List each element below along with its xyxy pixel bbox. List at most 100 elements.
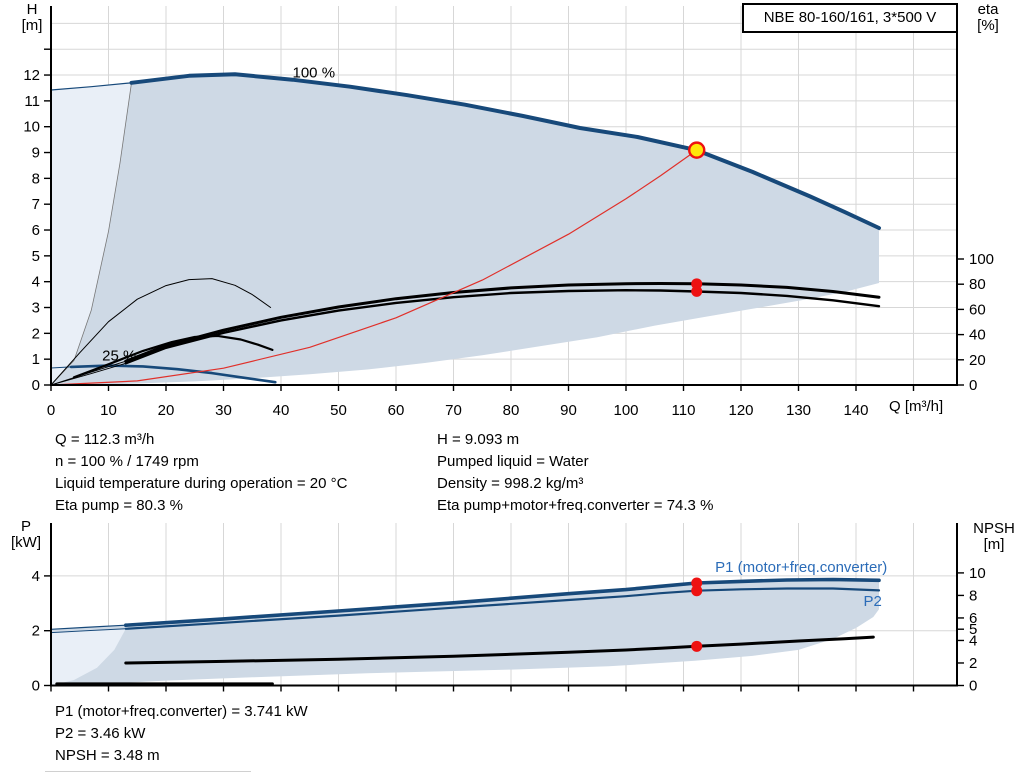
duty-info-left: Q = 112.3 m³/h n = 100 % / 1749 rpm Liqu… <box>55 429 347 517</box>
left-tick-label: 11 <box>24 93 40 110</box>
right-tick-label: 5 <box>969 621 977 638</box>
h-axis-label-line2: [m] <box>21 17 43 34</box>
left-tick-label: 9 <box>32 145 40 162</box>
low-flow-region <box>51 82 132 386</box>
eta-lead-1 <box>50 360 127 386</box>
x-tick-label: 60 <box>388 402 405 419</box>
info-p2: P2 = 3.46 kW <box>55 725 146 742</box>
operating-envelope <box>51 74 879 386</box>
p2-curve <box>124 587 881 630</box>
left-tick-label: 4 <box>32 274 40 291</box>
x-tick-label: 90 <box>560 402 577 419</box>
x-tick-label: 80 <box>503 402 520 419</box>
npsh-axis-label-line1: NPSH <box>973 520 1015 537</box>
info-liquid-temp: Liquid temperature during operation = 20… <box>55 475 348 492</box>
right-tick-label: 40 <box>969 327 986 344</box>
left-tick-label: 1 <box>32 351 40 368</box>
info-head: H = 9.093 m <box>437 431 520 448</box>
left-tick-label: 0 <box>32 678 40 695</box>
eta-total-point[interactable] <box>691 285 703 297</box>
head-25pct-lead <box>50 366 72 369</box>
right-tick-label: 80 <box>969 276 986 293</box>
info-q: Q = 112.3 m³/h <box>55 431 155 448</box>
x-tick-label: 10 <box>100 402 117 419</box>
x-tick-label: 140 <box>843 402 868 419</box>
x-tick-label: 50 <box>330 402 347 419</box>
pump-title-box: NBE 80-160/161, 3*500 V <box>742 3 958 33</box>
x-tick-label: 100 <box>613 402 638 419</box>
eta-axis-label-line2: [%] <box>977 17 999 34</box>
left-tick-label: 8 <box>32 170 40 187</box>
left-tick-label: 3 <box>32 300 40 317</box>
h-axis-label-line1: H <box>26 1 38 18</box>
x-tick-label: 40 <box>273 402 290 419</box>
p-axis-label-line2: [kW] <box>11 534 41 551</box>
eta-pump-curve <box>124 282 881 363</box>
info-eta-pump: Eta pump = 80.3 % <box>55 497 183 514</box>
left-tick-label: 2 <box>32 325 40 342</box>
p1-point[interactable] <box>691 577 703 589</box>
info-density: Density = 998.2 kg/m³ <box>437 475 584 492</box>
duty-point[interactable] <box>688 141 706 159</box>
right-tick-label: 20 <box>969 352 986 369</box>
left-tick-label: 2 <box>32 623 40 640</box>
p2-lead <box>50 628 127 634</box>
h-axis-label: H [m] <box>14 2 50 34</box>
npsh-curve <box>124 635 875 665</box>
left-tick-label: 5 <box>32 248 40 265</box>
curve-annotation: 25 % <box>102 347 136 364</box>
right-tick-label: 100 <box>969 251 994 268</box>
min-flow-line <box>50 82 132 386</box>
info-speed: n = 100 % / 1749 rpm <box>55 453 199 470</box>
right-tick-label: 4 <box>969 632 977 649</box>
right-tick-label: 60 <box>969 301 986 318</box>
eta-lead-2 <box>50 362 127 386</box>
npsh-axis-label-line2: [m] <box>983 536 1005 553</box>
right-tick-label: 8 <box>969 587 977 604</box>
x-tick-label: 30 <box>215 402 232 419</box>
power-info: P1 (motor+freq.converter) = 3.741 kW P2 … <box>55 701 308 767</box>
x-tick-label: 0 <box>47 402 55 419</box>
head-100pct <box>129 72 881 230</box>
left-tick-label: 12 <box>23 67 40 84</box>
head-25pct <box>69 364 277 384</box>
left-tick-label: 4 <box>32 568 40 585</box>
info-p1: P1 (motor+freq.converter) = 3.741 kW <box>55 703 308 720</box>
info-pumped-liquid: Pumped liquid = Water <box>437 453 589 470</box>
right-tick-label: 2 <box>969 655 977 672</box>
x-tick-label: 20 <box>158 402 175 419</box>
info-npsh: NPSH = 3.48 m <box>55 747 160 764</box>
system-curve <box>50 149 698 386</box>
curve-annotation: P2 <box>863 593 881 610</box>
eta-axis-label-line1: eta <box>977 1 999 18</box>
right-tick-label: 0 <box>969 678 977 695</box>
left-tick-label: 7 <box>32 196 40 213</box>
left-tick-label: 6 <box>32 222 40 239</box>
curve-annotation: 100 % <box>293 65 336 82</box>
p1-lead <box>50 624 127 630</box>
npsh-point[interactable] <box>691 640 703 652</box>
p2-point[interactable] <box>691 585 703 597</box>
eta-arc-reduced-speed <box>50 278 272 386</box>
x-tick-label: 110 <box>672 402 696 419</box>
eta-pump-point[interactable] <box>691 278 703 290</box>
npsh-axis-label: NPSH [m] <box>966 521 1022 553</box>
x-tick-label: 70 <box>445 402 462 419</box>
right-tick-label: 10 <box>969 565 986 582</box>
curve-annotation: P1 (motor+freq.converter) <box>715 559 887 576</box>
power-envelope <box>51 579 879 686</box>
right-tick-label: 0 <box>969 377 977 394</box>
eta-axis-label: eta [%] <box>968 2 1008 34</box>
q-axis-label: Q [m³/h] <box>889 398 944 415</box>
eta-arc-reduced-speed-total <box>72 334 274 379</box>
power-low-flow-region <box>51 628 126 686</box>
p1-curve <box>124 577 881 628</box>
p-axis-label-line1: P <box>20 518 31 535</box>
left-tick-label: 10 <box>23 119 40 136</box>
eta-total-curve <box>124 289 881 365</box>
chart-pump-curve-QH: 0 10 20 30 40 50 60 70 80 90 100 110 120 130 140012345… <box>23 6 994 419</box>
left-tick-label: 0 <box>32 377 40 394</box>
p-axis-label: P [kW] <box>8 519 44 551</box>
